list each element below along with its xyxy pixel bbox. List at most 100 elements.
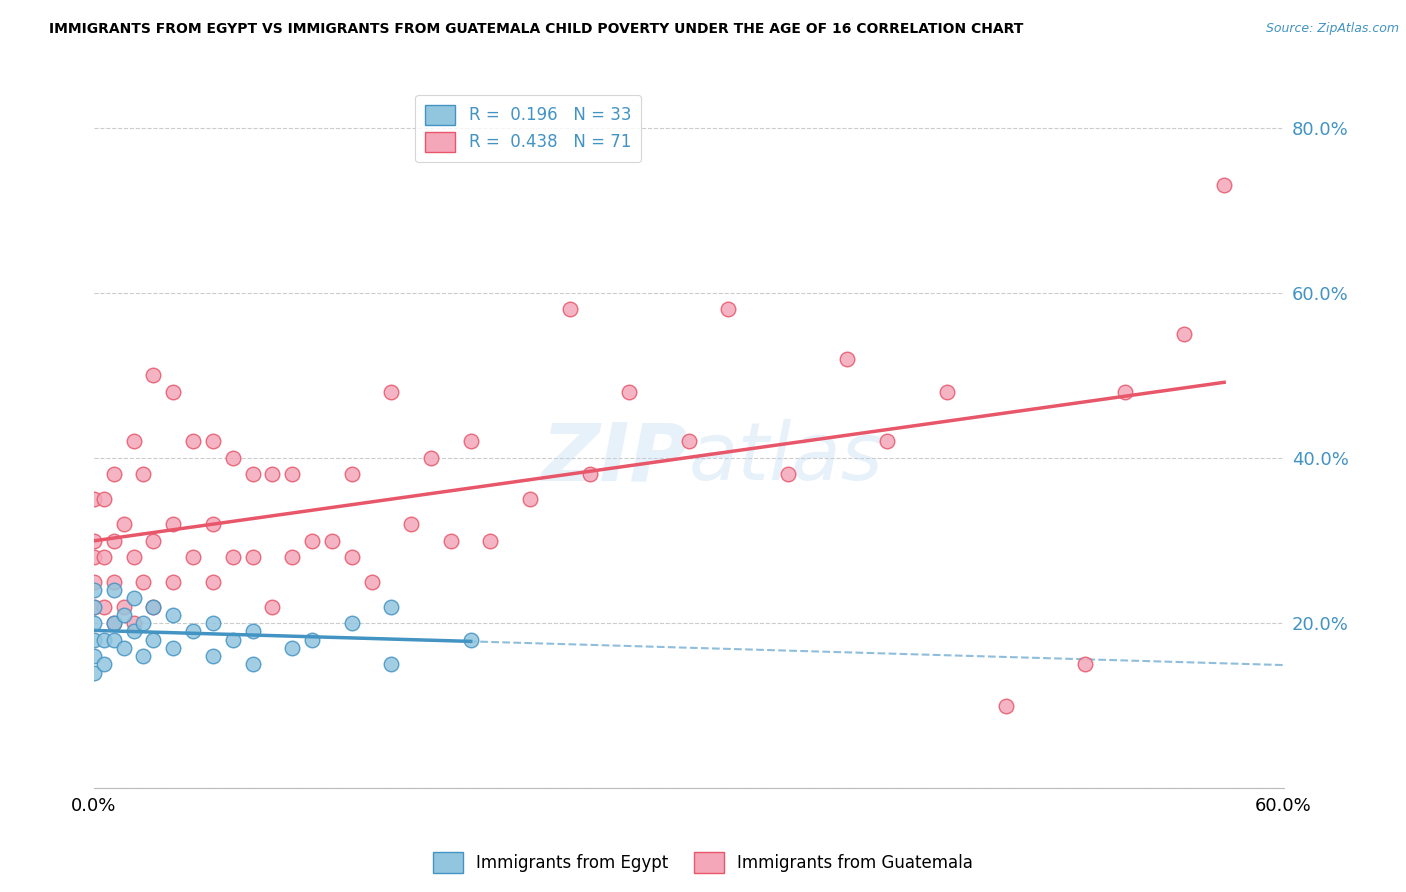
Point: [83, 599, 105, 614]
Point: [162, 640, 184, 655]
Point: [103, 616, 125, 631]
Point: [162, 516, 184, 531]
Point: [460, 434, 482, 449]
Point: [83, 582, 105, 597]
Point: [83, 574, 105, 589]
Point: [132, 649, 155, 664]
Point: [222, 549, 245, 564]
Point: [181, 624, 204, 639]
Point: [242, 549, 264, 564]
Point: [1074, 657, 1097, 672]
Point: [142, 533, 165, 548]
Point: [380, 599, 402, 614]
Point: [222, 632, 245, 647]
Text: ZIP: ZIP: [541, 419, 689, 498]
Point: [83, 649, 105, 664]
Point: [103, 582, 125, 597]
Point: [93, 657, 115, 672]
Point: [83, 616, 105, 631]
Point: [181, 434, 204, 449]
Point: [321, 533, 343, 548]
Point: [201, 516, 224, 531]
Point: [112, 607, 135, 622]
Point: [479, 533, 502, 548]
Point: [132, 467, 155, 482]
Point: [281, 467, 304, 482]
Point: [340, 616, 363, 631]
Point: [1213, 178, 1236, 193]
Point: [132, 574, 155, 589]
Point: [837, 351, 859, 366]
Point: [201, 616, 224, 631]
Point: [360, 574, 382, 589]
Point: [420, 450, 443, 465]
Point: [142, 632, 165, 647]
Legend: R =  0.196   N = 33, R =  0.438   N = 71: R = 0.196 N = 33, R = 0.438 N = 71: [415, 95, 641, 162]
Point: [380, 657, 402, 672]
Point: [103, 616, 125, 631]
Point: [142, 368, 165, 383]
Text: IMMIGRANTS FROM EGYPT VS IMMIGRANTS FROM GUATEMALA CHILD POVERTY UNDER THE AGE O: IMMIGRANTS FROM EGYPT VS IMMIGRANTS FROM…: [49, 22, 1024, 37]
Point: [301, 533, 323, 548]
Point: [112, 599, 135, 614]
Point: [222, 450, 245, 465]
Point: [83, 533, 105, 548]
Point: [93, 492, 115, 507]
Point: [301, 632, 323, 647]
Point: [995, 698, 1018, 713]
Point: [201, 649, 224, 664]
Legend: Immigrants from Egypt, Immigrants from Guatemala: Immigrants from Egypt, Immigrants from G…: [426, 846, 980, 880]
Point: [678, 434, 700, 449]
Point: [103, 574, 125, 589]
Point: [242, 657, 264, 672]
Point: [935, 384, 957, 399]
Text: Source: ZipAtlas.com: Source: ZipAtlas.com: [1265, 22, 1399, 36]
Point: [162, 384, 184, 399]
Point: [558, 302, 581, 317]
Point: [242, 467, 264, 482]
Point: [112, 640, 135, 655]
Point: [281, 640, 304, 655]
Point: [340, 467, 363, 482]
Point: [122, 434, 145, 449]
Point: [103, 467, 125, 482]
Point: [142, 599, 165, 614]
Point: [162, 607, 184, 622]
Point: [103, 632, 125, 647]
Point: [578, 467, 600, 482]
Text: atlas: atlas: [689, 419, 883, 498]
Point: [262, 599, 284, 614]
Point: [132, 616, 155, 631]
Point: [162, 574, 184, 589]
Point: [281, 549, 304, 564]
Point: [340, 549, 363, 564]
Point: [619, 384, 641, 399]
Point: [201, 434, 224, 449]
Point: [112, 516, 135, 531]
Point: [181, 549, 204, 564]
Point: [242, 624, 264, 639]
Point: [122, 624, 145, 639]
Point: [83, 665, 105, 680]
Point: [122, 591, 145, 606]
Point: [201, 574, 224, 589]
Point: [876, 434, 898, 449]
Point: [122, 616, 145, 631]
Point: [103, 533, 125, 548]
Point: [776, 467, 799, 482]
Point: [717, 302, 740, 317]
Point: [399, 516, 422, 531]
Point: [460, 632, 482, 647]
Point: [93, 632, 115, 647]
Point: [380, 384, 402, 399]
Point: [83, 599, 105, 614]
Point: [1114, 384, 1136, 399]
Point: [83, 549, 105, 564]
Point: [1173, 327, 1195, 342]
Point: [122, 549, 145, 564]
Point: [519, 492, 541, 507]
Point: [93, 599, 115, 614]
Point: [262, 467, 284, 482]
Point: [83, 492, 105, 507]
Point: [93, 549, 115, 564]
